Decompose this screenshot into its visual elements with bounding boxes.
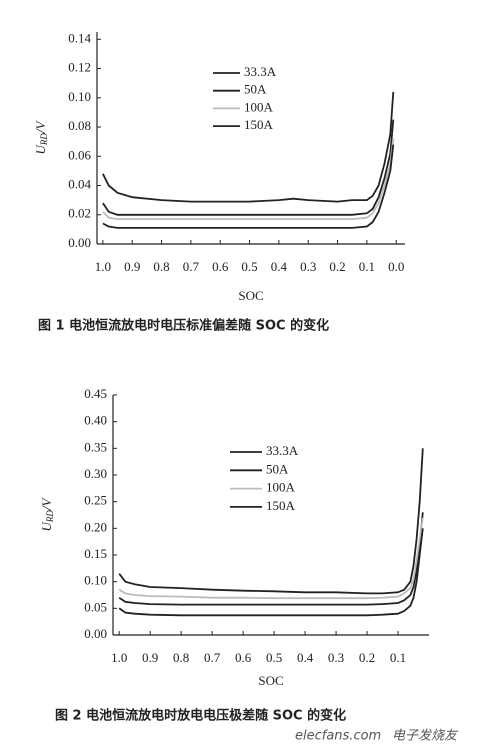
legend-label: 150A [266,498,296,513]
x-tick-label: 0.4 [271,259,288,274]
watermark-site: elecfans.com [295,729,381,744]
y-axis-label: URD/V [33,119,49,154]
watermark-name: 电子发烧友 [392,729,459,744]
x-tick-label: 0.3 [300,259,316,274]
y-tick-label: 0.02 [68,206,91,221]
legend-label: 100A [244,99,274,114]
x-tick-label: 0.1 [359,259,375,274]
series-line [118,517,424,600]
x-tick-label: 0.8 [173,650,189,665]
y-tick-label: 0.35 [84,439,107,454]
y-axis-label-part: RD [45,510,55,523]
x-tick-label: 0.5 [266,650,282,665]
y-axis-label-part: /V [33,119,48,134]
x-tick-label: 0.4 [297,650,314,665]
x-tick-label: 1.0 [111,650,127,665]
y-tick-label: 0.12 [68,60,91,75]
y-axis-label: URD/V [39,496,55,531]
y-tick-label: 0.14 [68,30,91,45]
legend-label: 33.3A [244,64,277,79]
caption: 图 1 电池恒流放电时电压标准偏差随 SOC 的变化 [38,318,329,334]
x-tick-label: 1.0 [95,259,111,274]
x-tick-label: 0.0 [388,259,404,274]
x-tick-label: 0.7 [204,650,221,665]
y-tick-label: 0.30 [84,466,107,481]
y-tick-label: 0.45 [84,386,107,401]
y-tick-label: 0.15 [84,546,107,561]
series-line [118,448,424,595]
y-tick-label: 0.06 [68,147,91,162]
y-tick-label: 0.10 [68,89,91,104]
x-tick-label: 0.6 [235,650,252,665]
legend-label: 33.3A [266,443,299,458]
y-axis-label-part: U [39,520,54,531]
y-tick-label: 0.04 [68,177,91,192]
x-tick-label: 0.6 [212,259,229,274]
legend-label: 150A [244,117,274,132]
series-line [102,119,395,216]
x-tick-label: 0.5 [241,259,257,274]
y-tick-label: 0.40 [84,413,107,428]
x-tick-label: 0.2 [329,259,345,274]
x-tick-label: 0.8 [153,259,169,274]
series-line [118,528,424,617]
y-axis-label-part: U [33,143,48,154]
y-tick-label: 0.20 [84,519,107,534]
series-line [102,91,395,203]
y-tick-label: 0.00 [68,235,91,250]
legend-label: 50A [266,461,289,476]
y-axis-label-part: /V [39,496,54,511]
x-tick-label: 0.7 [183,259,200,274]
series-line [102,144,395,229]
x-tick-label: 0.3 [328,650,344,665]
x-tick-label: 0.2 [359,650,375,665]
y-tick-label: 0.00 [84,626,107,641]
y-tick-label: 0.05 [84,599,107,614]
x-axis-label: SOC [258,673,283,688]
series-line [102,138,395,220]
y-axis-label-part: RD [39,133,49,146]
caption: 图 2 电池恒流放电时放电电压极差随 SOC 的变化 [55,708,346,724]
legend-label: 50A [244,82,267,97]
x-axis-label: SOC [238,288,263,303]
x-tick-label: 0.9 [142,650,158,665]
y-tick-label: 0.25 [84,493,107,508]
y-tick-label: 0.08 [68,118,91,133]
x-tick-label: 0.9 [124,259,140,274]
x-tick-label: 0.1 [390,650,406,665]
legend-label: 100A [266,480,296,495]
y-tick-label: 0.10 [84,573,107,588]
series-line [118,512,424,606]
